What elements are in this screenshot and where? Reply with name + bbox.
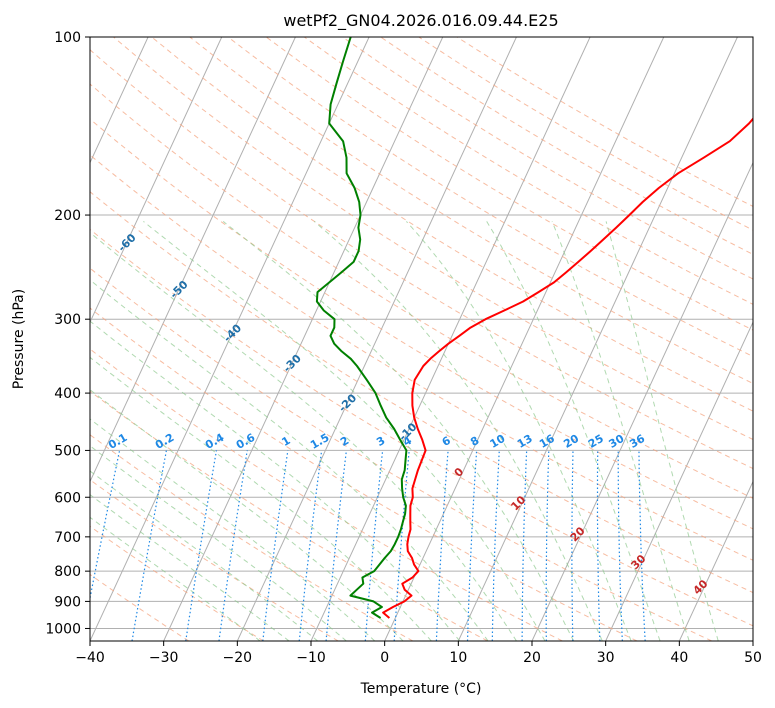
y-tick-label: 500 bbox=[54, 443, 81, 459]
dewpoint-profile-line bbox=[315, 37, 408, 619]
x-axis-label: Temperature (°C) bbox=[360, 681, 482, 697]
mixing-ratio-line bbox=[185, 450, 217, 641]
isotherm-gridline bbox=[90, 37, 370, 641]
moist-adiabat-line bbox=[90, 279, 489, 641]
dry-adiabat-line bbox=[90, 191, 753, 594]
y-tick-label: 100 bbox=[54, 30, 81, 46]
x-tick-label: 40 bbox=[670, 650, 688, 666]
isotherm-gridline bbox=[90, 37, 296, 483]
dry-adiabat-line bbox=[113, 37, 753, 440]
x-tick-label: 20 bbox=[523, 650, 541, 666]
dry-adiabat-line bbox=[90, 479, 339, 641]
moist-adiabat-line bbox=[90, 231, 517, 641]
dry-adiabat-line bbox=[90, 228, 753, 627]
y-tick-label: 400 bbox=[54, 386, 81, 402]
y-tick-label: 300 bbox=[54, 312, 81, 328]
plot-area bbox=[90, 37, 753, 641]
isotherm-gridline bbox=[457, 37, 738, 641]
y-tick-label: 700 bbox=[54, 530, 81, 546]
moist-adiabat-line bbox=[406, 221, 632, 641]
moist-adiabat-line bbox=[90, 320, 461, 641]
isotherm-gridline bbox=[678, 480, 753, 641]
moist-adiabat-line bbox=[143, 221, 546, 641]
chart-title: wetPf2_GN04.2026.016.09.44.E25 bbox=[283, 11, 558, 31]
dry-adiabat-line bbox=[90, 348, 563, 641]
plot-frame bbox=[89, 36, 754, 642]
isotherm-gridline bbox=[605, 320, 753, 641]
dry-adiabat-line bbox=[265, 37, 753, 331]
isotherm-gridline bbox=[384, 37, 665, 641]
isotherm-gridline bbox=[531, 161, 753, 641]
y-tick-label: 900 bbox=[54, 594, 81, 610]
x-tick-label: −40 bbox=[75, 650, 105, 666]
moist-adiabat-line bbox=[605, 221, 719, 641]
x-tick-label: 50 bbox=[744, 650, 762, 666]
moist-adiabat-line bbox=[313, 221, 603, 641]
moist-adiabat-line bbox=[90, 445, 347, 641]
dry-adiabat-line bbox=[90, 118, 753, 530]
mixing-ratio-line bbox=[325, 450, 347, 641]
x-tick-label: −30 bbox=[149, 650, 179, 666]
moist-adiabat-line bbox=[486, 221, 661, 641]
y-axis-label: Pressure (hPa) bbox=[11, 289, 27, 389]
mixing-ratio-line bbox=[262, 450, 289, 641]
moist-adiabat-line bbox=[551, 221, 690, 641]
dry-adiabat-line bbox=[90, 573, 190, 641]
isotherm-gridline bbox=[90, 37, 223, 324]
moist-adiabat-line bbox=[90, 470, 319, 641]
x-tick-label: −20 bbox=[223, 650, 253, 666]
temperature-profile-line bbox=[382, 117, 753, 619]
dry-adiabat-line bbox=[90, 434, 414, 641]
dry-adiabat-line bbox=[304, 37, 753, 305]
x-tick-label: −10 bbox=[296, 650, 326, 666]
x-tick-label: 30 bbox=[597, 650, 615, 666]
mixing-ratio-line bbox=[298, 450, 323, 641]
axis-ticks: −40 −30 −20 −10 0 10 20 30 40 50 100 200 300 400 500 60… bbox=[45, 30, 762, 666]
y-tick-label: 200 bbox=[54, 208, 81, 224]
x-tick-label: 0 bbox=[380, 650, 389, 666]
isotherm-gridline bbox=[236, 37, 517, 641]
dry-adiabat-line bbox=[90, 83, 753, 499]
y-tick-label: 1000 bbox=[45, 621, 81, 637]
mixing-ratio-line bbox=[218, 450, 248, 641]
isotherm-gridline bbox=[163, 37, 444, 641]
y-tick-label: 600 bbox=[54, 490, 81, 506]
isotherm-gridline bbox=[90, 37, 149, 164]
moist-adiabat-line bbox=[222, 221, 575, 641]
y-tick-label: 800 bbox=[54, 564, 81, 580]
moist-adiabat-line bbox=[90, 418, 376, 641]
x-tick-label: 10 bbox=[449, 650, 467, 666]
